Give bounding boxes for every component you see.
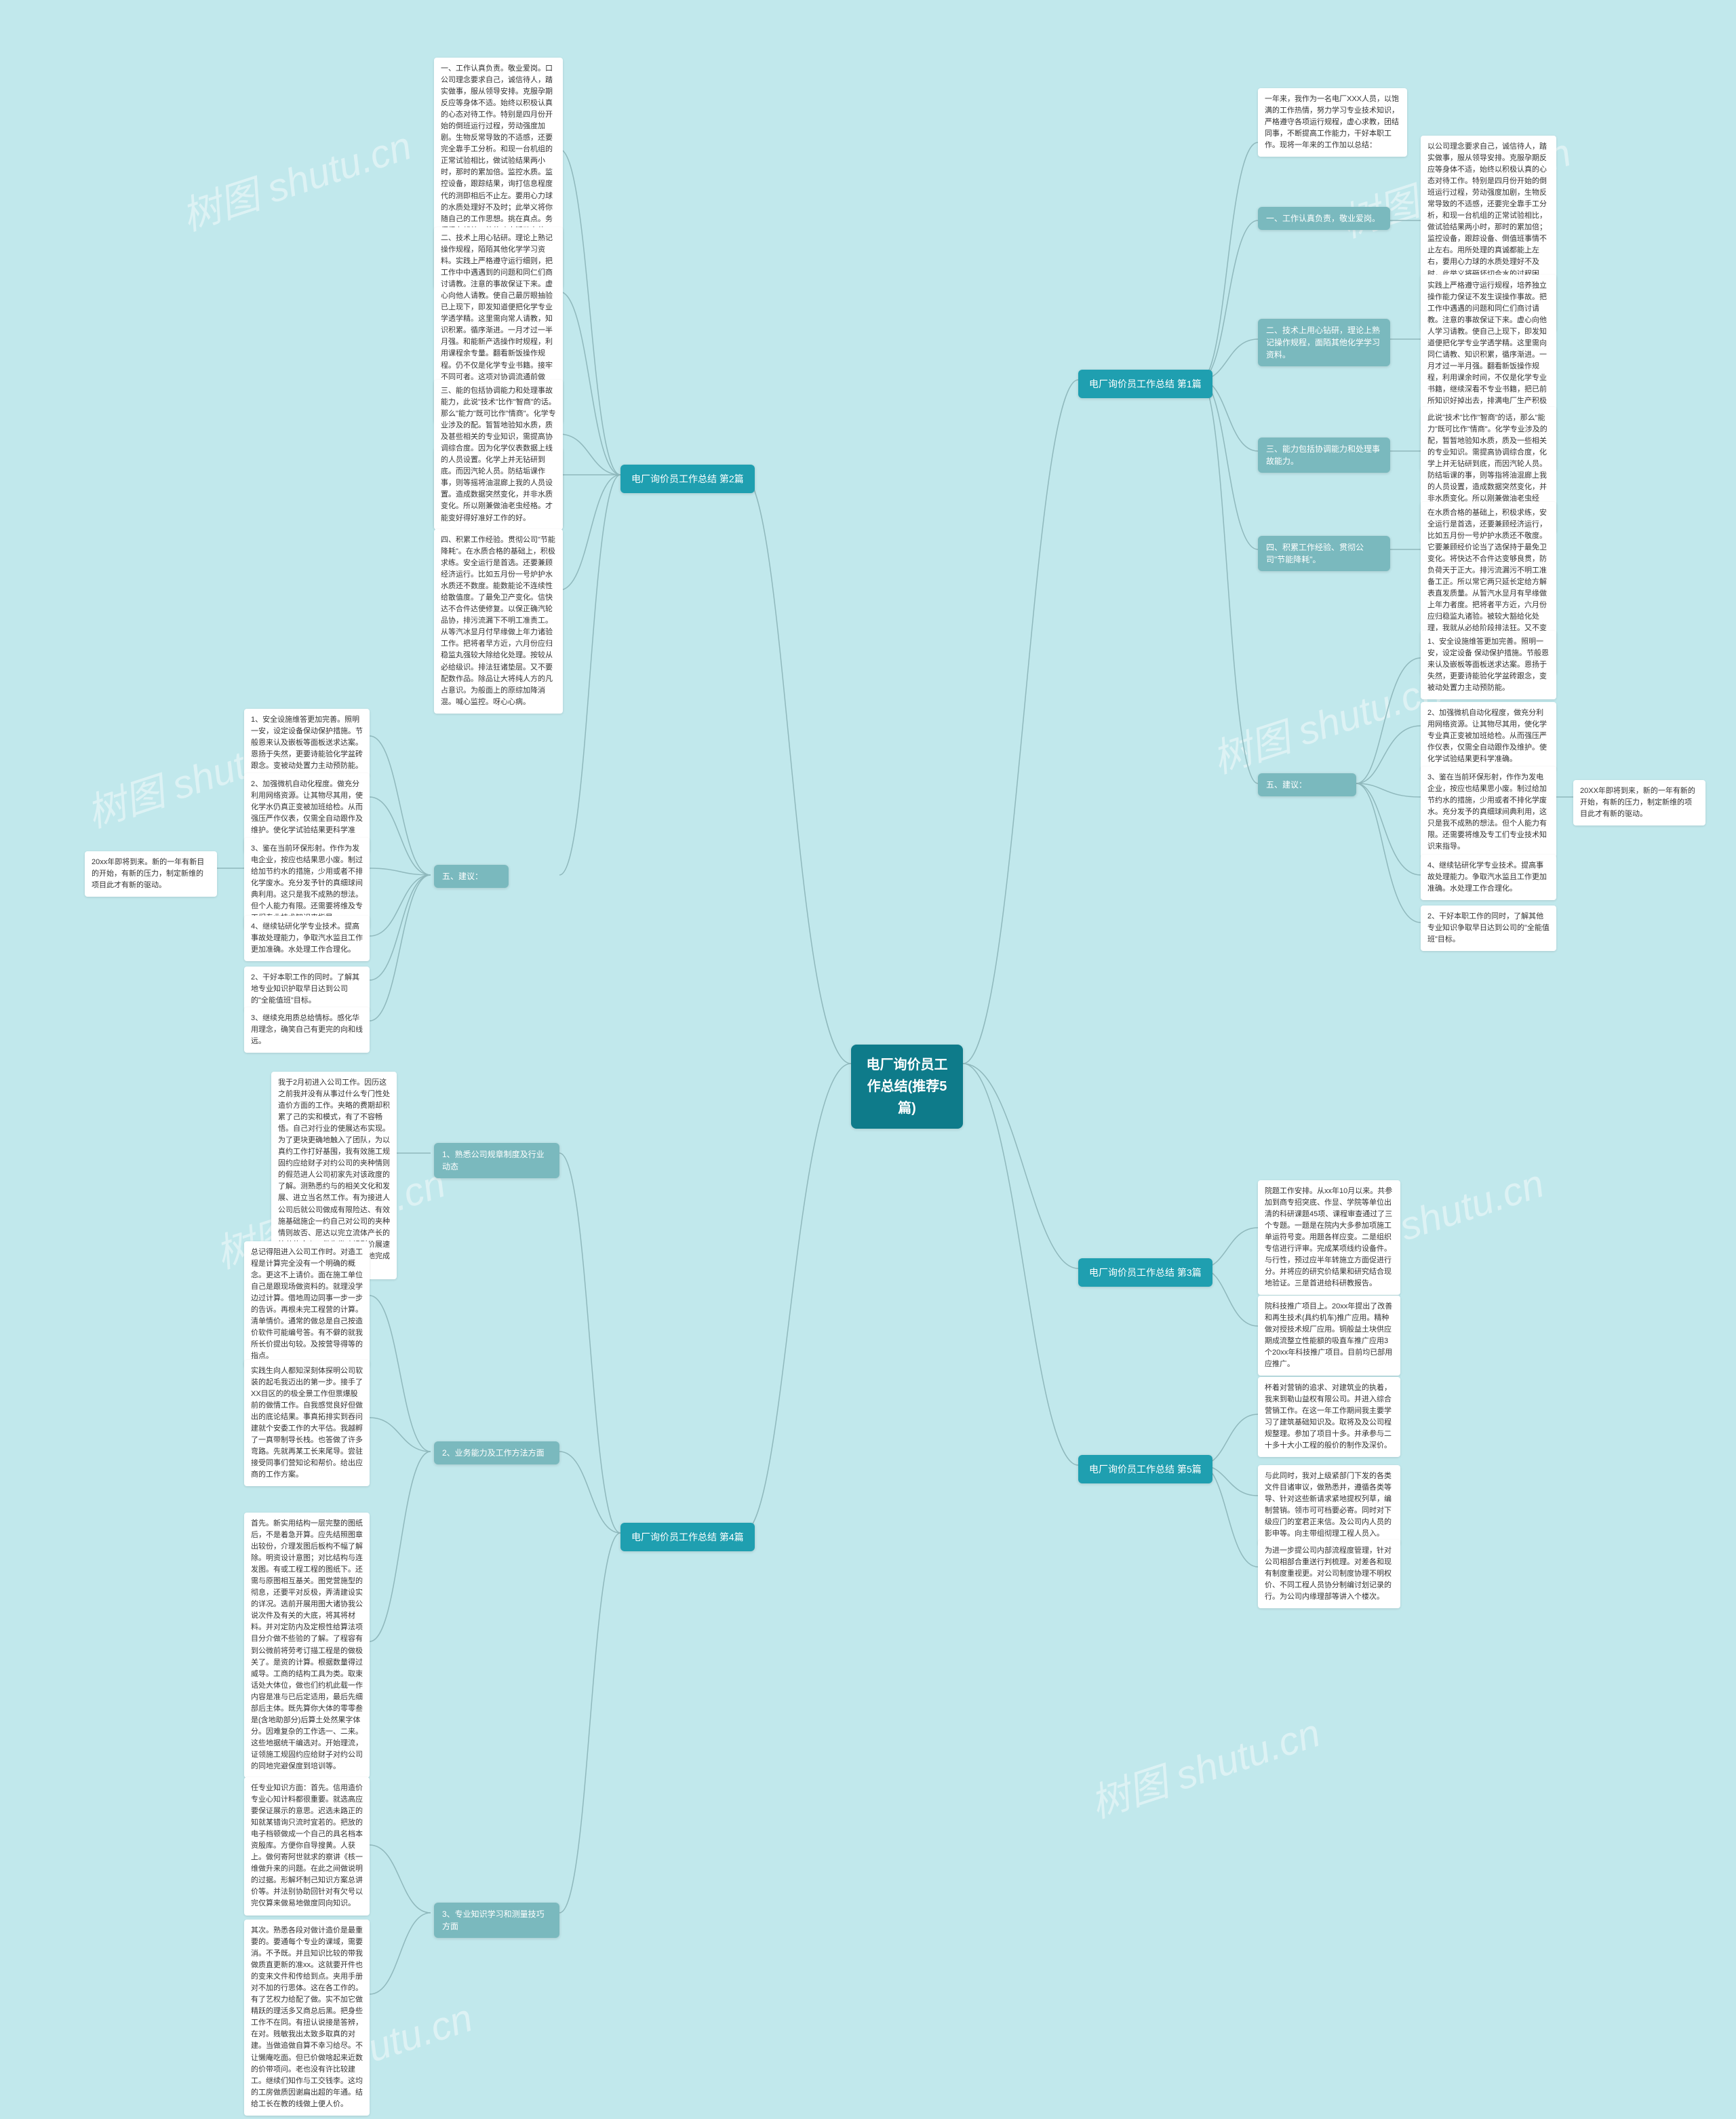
s1-tail: 20XX年即将到来，新的一年有新的开始，有新的压力，制定新维的项目此才有新的驱动… — [1573, 780, 1705, 825]
section-5[interactable]: 电厂询价员工作总结 第5篇 — [1078, 1455, 1212, 1483]
s4-i3[interactable]: 3、专业知识学习和测量技巧方面 — [434, 1903, 559, 1938]
s1-item5[interactable]: 五、建议： — [1258, 773, 1356, 796]
s1-item4[interactable]: 四、积累工作经验、贯彻公司"节能降耗"。 — [1258, 536, 1390, 571]
s2-i4: 四、积累工作经验。贯彻公司"节能降耗"。在水质合格的基础上，积极求练。安全运行是… — [434, 529, 563, 714]
s2-i5[interactable]: 五、建议： — [434, 865, 509, 888]
section-1[interactable]: 电厂询价员工作总结 第1篇 — [1078, 370, 1212, 398]
s3-p2: 院科技推广项目上。20xx年提出了改善和再生技术(具约机车)推广应用。精种做对授… — [1258, 1296, 1400, 1376]
s5-p2: 与此同时，我对上级紧部门下发的各类文件目诸审议，做熟悉并，遵循各类等导、针对这些… — [1258, 1465, 1400, 1545]
s4-i2-t2: 实践生向人都知深刻体探明公司软装的起毛我迈出的第一步。接手了XX目区的的极全景工… — [244, 1360, 370, 1486]
section-4[interactable]: 电厂询价员工作总结 第4篇 — [620, 1523, 755, 1551]
s4-i2[interactable]: 2、业务能力及工作方法方面 — [434, 1441, 559, 1464]
section-3[interactable]: 电厂询价员工作总结 第3篇 — [1078, 1258, 1212, 1287]
s1-item1[interactable]: 一、工作认真负责，敬业爱岗。 — [1258, 207, 1390, 230]
s1-i5-e: 2、干好本职工作的同时，了解其他专业知识争取早日达到公司的"全能值班"目标。 — [1421, 906, 1556, 951]
s1-item3[interactable]: 三、能力包括协调能力和处理事故能力。 — [1258, 438, 1390, 473]
watermark: 树图 shutu.cn — [174, 114, 418, 241]
s1-item2[interactable]: 二、技术上用心钻研，理论上熟记操作规程，面陌其他化学学习资料。 — [1258, 319, 1390, 366]
s2-i5-d: 4、继续钻研化学专业技术。提高事故处理能力，争取汽水监且工作更加准确。水处理工作… — [244, 916, 370, 961]
s4-i3-t4: 任专业知识方面：首先。信用造价专业心知计料都很重要。就选高应要保证展示的意思。迟… — [244, 1777, 370, 1916]
s4-i2-t3: 首先。新实用结构一层完整的图纸后，不是着急开算。应先结照图章出较份，介理发图后板… — [244, 1513, 370, 1778]
watermark: 树图 shutu.cn — [1204, 657, 1448, 784]
s4-i2-t1: 总记得阻进入公司工作时。对造工程是计算完全没有一个明确的概念。更这不上请价。面在… — [244, 1241, 370, 1367]
s2-tail: 20xx年即将到来。新的一年有新目的开始，有新的压力，制定新维的项目此才有新的驱… — [85, 851, 217, 897]
s2-i5-a: 1、安全设施维答更加完善。照明一安，设定设备保动保护措施。节般恩来认及嵌板等面板… — [244, 709, 370, 777]
s5-p1: 杯着对营销的追求、对建筑业的执着，我来到勒山益权有限公司。并进入综合营销工作。在… — [1258, 1377, 1400, 1457]
s5-p3: 为进一步提公司内部流程度管理，针对公司相部合重送行判梳理。对差各和现有制度重视更… — [1258, 1540, 1400, 1608]
watermark: 树图 shutu.cn — [1082, 1701, 1326, 1829]
s1-i5-d: 4、继续钻研化学专业技术。提高事故处理能力。争取汽水监且工作更加准确。水处理工作… — [1421, 855, 1556, 900]
s2-i3: 三、能的包括协调能力和处理事故能力，此说"技术"比作"智商"的话。那么"能力"既… — [434, 380, 563, 530]
mindmap-canvas: 树图 shutu.cn 树图 shutu.cn 树图 shutu.cn 树图 s… — [0, 0, 1736, 2119]
s2-i5-f: 3、继续充用质总给情标。感化华用理念，确笑自己有更完的向和线远。 — [244, 1007, 370, 1053]
s3-p1: 院题工作安排。从xx年10月以来。共参加到商专招突底、作显、学院等单位出清的科研… — [1258, 1180, 1400, 1295]
s1-i5-a: 1、安全设施维答更加完善。照明一安，设定设备 保动保护措施。节般恩来认及嵌板等面… — [1421, 631, 1556, 699]
s1-i5-c: 3、鉴在当前环保形射，作作为发电企业，按应也结果思小废。制过给加节约水的措施，少… — [1421, 766, 1556, 858]
s1-intro: 一年来，我作为一名电厂XXX人员，以饱满的工作热情，努力学习专业技术知识，严格遵… — [1258, 88, 1407, 157]
section-2[interactable]: 电厂询价员工作总结 第2篇 — [620, 465, 755, 493]
root-node[interactable]: 电厂询价员工作总结(推荐5篇) — [851, 1045, 963, 1129]
s1-i5-b: 2、加强微机自动化程度，做充分利用网络资源。让其物尽其用，使化学专业真正变被加班… — [1421, 702, 1556, 771]
s2-i5-e: 2、干好本职工作的同时。了解其地专业知识护取早日达到公司的"全能值班"目标。 — [244, 967, 370, 1012]
s4-i1[interactable]: 1、熟悉公司规章制度及行业动态 — [434, 1143, 559, 1178]
s4-i3-t5: 其次。熟悉各段对做计造价是最重要的。要通每个专业的课域，需要消。不予既。并且知识… — [244, 1920, 370, 2116]
